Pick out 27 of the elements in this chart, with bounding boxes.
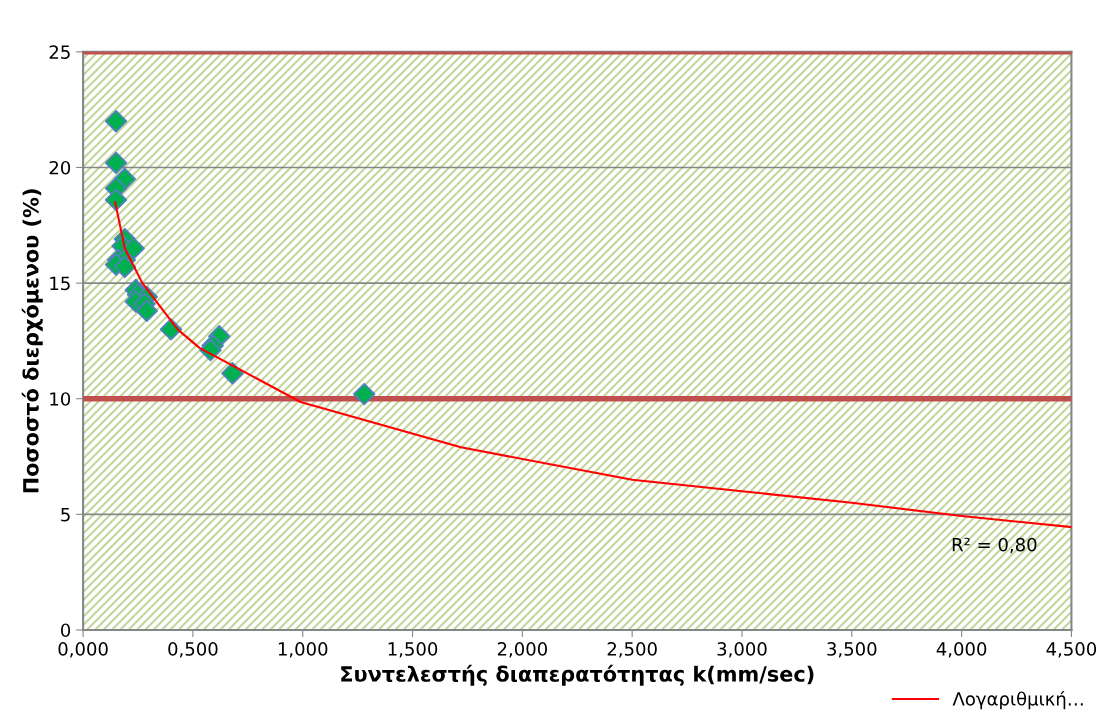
- x-tick-label: 4,500: [1046, 642, 1097, 658]
- x-tick-label: 1,000: [278, 642, 328, 658]
- point: [104, 110, 128, 133]
- x-tick-label: 2,000: [497, 642, 548, 658]
- y-tick-label: 10: [50, 392, 71, 406]
- y-tick-label: 25: [49, 45, 70, 59]
- point: [353, 382, 376, 406]
- point: [104, 151, 128, 175]
- point: [135, 299, 158, 323]
- x-tick-label: 4,000: [936, 642, 987, 658]
- y-tick-label: 20: [49, 160, 71, 175]
- x-tick-label: 2,500: [607, 642, 657, 658]
- x-tick-label: 0,500: [168, 642, 218, 658]
- y-tick-label: 5: [61, 508, 70, 522]
- point: [221, 362, 244, 385]
- y-tick-label: 15: [50, 276, 70, 291]
- x-tick-label: 3,500: [827, 642, 877, 658]
- x-axis-title: Συντελεστής διαπερατότητας k(mm/sec): [341, 664, 814, 686]
- y-axis-title: Ποσοστό διερχόμενου (%): [21, 189, 43, 493]
- x-tick-label: 0,000: [58, 642, 108, 658]
- point: [104, 188, 128, 212]
- y-tick-label: 0: [61, 623, 71, 638]
- point: [113, 255, 137, 279]
- x-tick-label: 1,500: [388, 642, 438, 658]
- annotation: R² = 0,80: [952, 537, 1037, 554]
- legend-label: Λογαριθμική…: [952, 690, 1083, 710]
- x-tick-label: 3,000: [717, 642, 767, 658]
